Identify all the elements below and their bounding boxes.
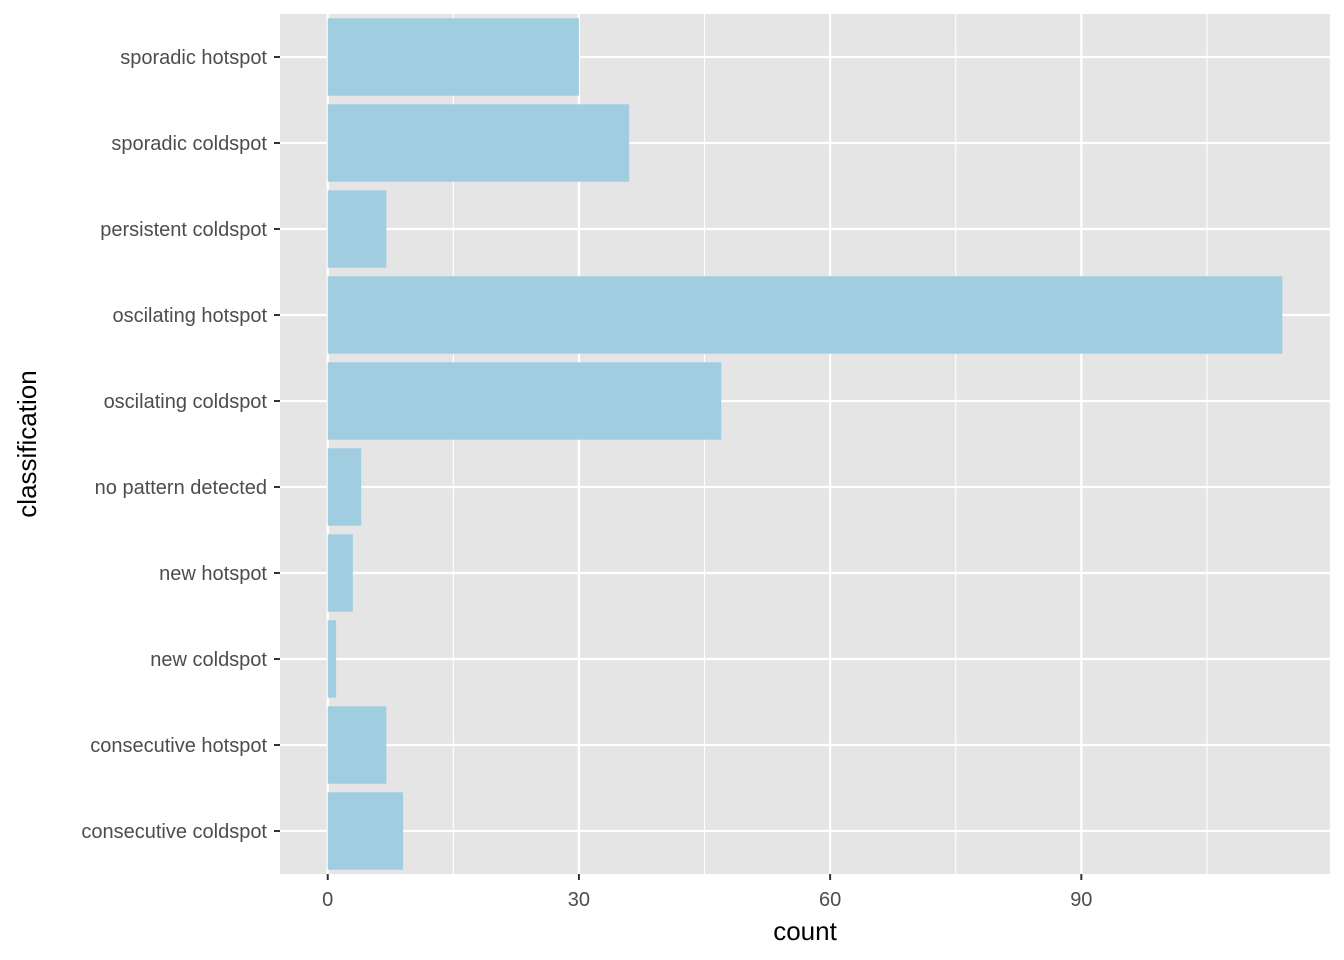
y-tick-label: sporadic hotspot (120, 47, 267, 69)
x-tick-label: 90 (1070, 889, 1092, 911)
bar-oscilating-hotspot (327, 276, 1283, 354)
bar-oscilating-coldspot (327, 362, 722, 440)
y-tick-label: oscilating coldspot (104, 391, 268, 413)
y-axis: sporadic hotspot sporadic coldspot persist… (81, 47, 280, 843)
y-tick-label: oscilating hotspot (112, 305, 267, 327)
y-tick-label: consecutive coldspot (81, 821, 267, 843)
bar-persistent-coldspot (327, 190, 387, 268)
y-tick-label: no pattern detected (95, 477, 267, 499)
bar-new-coldspot (327, 620, 337, 698)
bar-consecutive-coldspot (327, 792, 404, 870)
x-tick-label: 30 (568, 889, 590, 911)
y-tick-label: consecutive hotspot (90, 735, 267, 757)
bar-sporadic-coldspot (327, 104, 630, 182)
x-axis: 0 30 60 90 (322, 874, 1092, 911)
bar-no-pattern-detected (327, 448, 362, 526)
y-tick-label: sporadic coldspot (111, 133, 267, 155)
x-tick-label: 60 (819, 889, 841, 911)
y-tick-label: new hotspot (159, 563, 267, 585)
bars (327, 18, 1283, 870)
bar-new-hotspot (327, 534, 353, 612)
y-tick-label: new coldspot (150, 649, 267, 671)
x-tick-label: 0 (322, 889, 333, 911)
bar-sporadic-hotspot (327, 18, 579, 96)
x-axis-title: count (773, 916, 837, 946)
y-tick-label: persistent coldspot (100, 219, 267, 241)
bar-consecutive-hotspot (327, 706, 387, 784)
y-axis-title: classification (12, 370, 42, 517)
